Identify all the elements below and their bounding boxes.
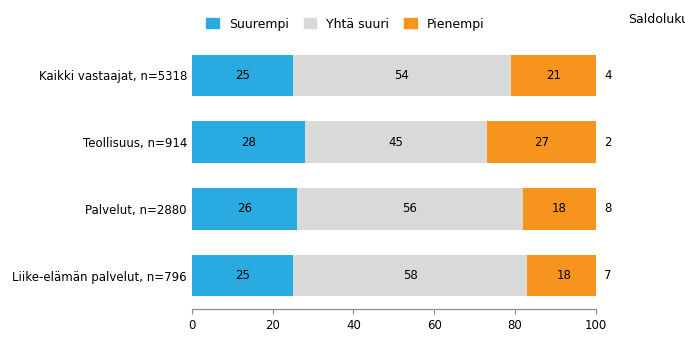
Bar <box>192 55 293 96</box>
Legend: Suurempi, Yhtä suuri, Pienempi: Suurempi, Yhtä suuri, Pienempi <box>206 18 484 31</box>
Text: 28: 28 <box>241 135 256 149</box>
Text: 18: 18 <box>556 269 571 282</box>
Text: 25: 25 <box>235 69 250 82</box>
Text: 18: 18 <box>552 202 567 216</box>
Text: 56: 56 <box>403 202 417 216</box>
Bar <box>293 55 511 96</box>
Bar <box>192 255 293 296</box>
Bar <box>487 121 596 163</box>
Bar <box>293 255 527 296</box>
Bar <box>192 121 305 163</box>
Text: 7: 7 <box>604 269 612 282</box>
Bar <box>511 55 596 96</box>
Text: 21: 21 <box>546 69 561 82</box>
Text: 27: 27 <box>534 135 549 149</box>
Text: 4: 4 <box>604 69 612 82</box>
Bar <box>527 255 600 296</box>
Text: 45: 45 <box>388 135 403 149</box>
Bar <box>523 188 596 230</box>
Text: 8: 8 <box>604 202 612 216</box>
Text: 54: 54 <box>395 69 410 82</box>
Bar <box>297 188 523 230</box>
Bar <box>305 121 487 163</box>
Text: 58: 58 <box>403 269 417 282</box>
Text: 26: 26 <box>237 202 252 216</box>
Text: 2: 2 <box>604 135 612 149</box>
Text: Saldoluku: Saldoluku <box>628 13 685 26</box>
Text: 25: 25 <box>235 269 250 282</box>
Bar <box>192 188 297 230</box>
